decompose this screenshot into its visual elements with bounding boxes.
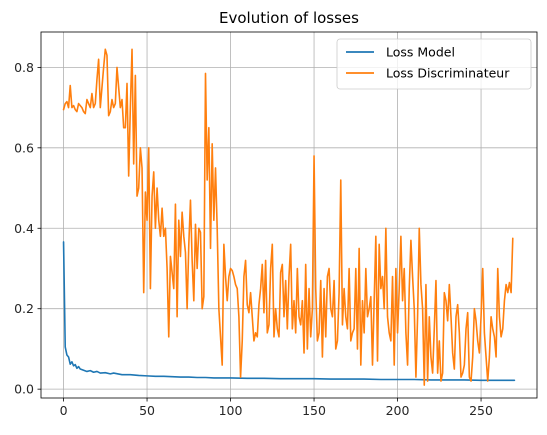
y-tick-label: 0.6: [14, 140, 34, 155]
x-tick-label: 250: [469, 403, 493, 418]
series-line-loss-discriminateur: [62, 48, 514, 386]
legend-label-loss-discriminateur: Loss Discriminateur: [386, 66, 510, 81]
y-tick-label: 0.2: [14, 301, 34, 316]
y-tick-label: 0.8: [14, 60, 34, 75]
series-line-loss-model: [62, 241, 516, 382]
x-tick-label: 50: [139, 403, 155, 418]
grid-lines: [41, 32, 537, 398]
x-tick-label: 200: [386, 403, 410, 418]
y-tick-label: 0.0: [14, 382, 34, 397]
x-tick-label: 150: [302, 403, 326, 418]
x-tick-label: 0: [60, 403, 68, 418]
y-tick-label: 0.4: [14, 221, 34, 236]
legend-label-loss-model: Loss Model: [386, 45, 455, 60]
legend: Loss Model Loss Discriminateur: [336, 38, 532, 90]
legend-box: [336, 38, 532, 90]
plot-area-frame: [40, 31, 538, 399]
axis-ticks: 0 50 100 150 200 250 0.0 0.2 0.4 0.6 0.8: [14, 60, 493, 418]
chart-title: Evolution of losses: [219, 9, 359, 27]
series-lines: [62, 48, 516, 386]
x-tick-label: 100: [219, 403, 243, 418]
